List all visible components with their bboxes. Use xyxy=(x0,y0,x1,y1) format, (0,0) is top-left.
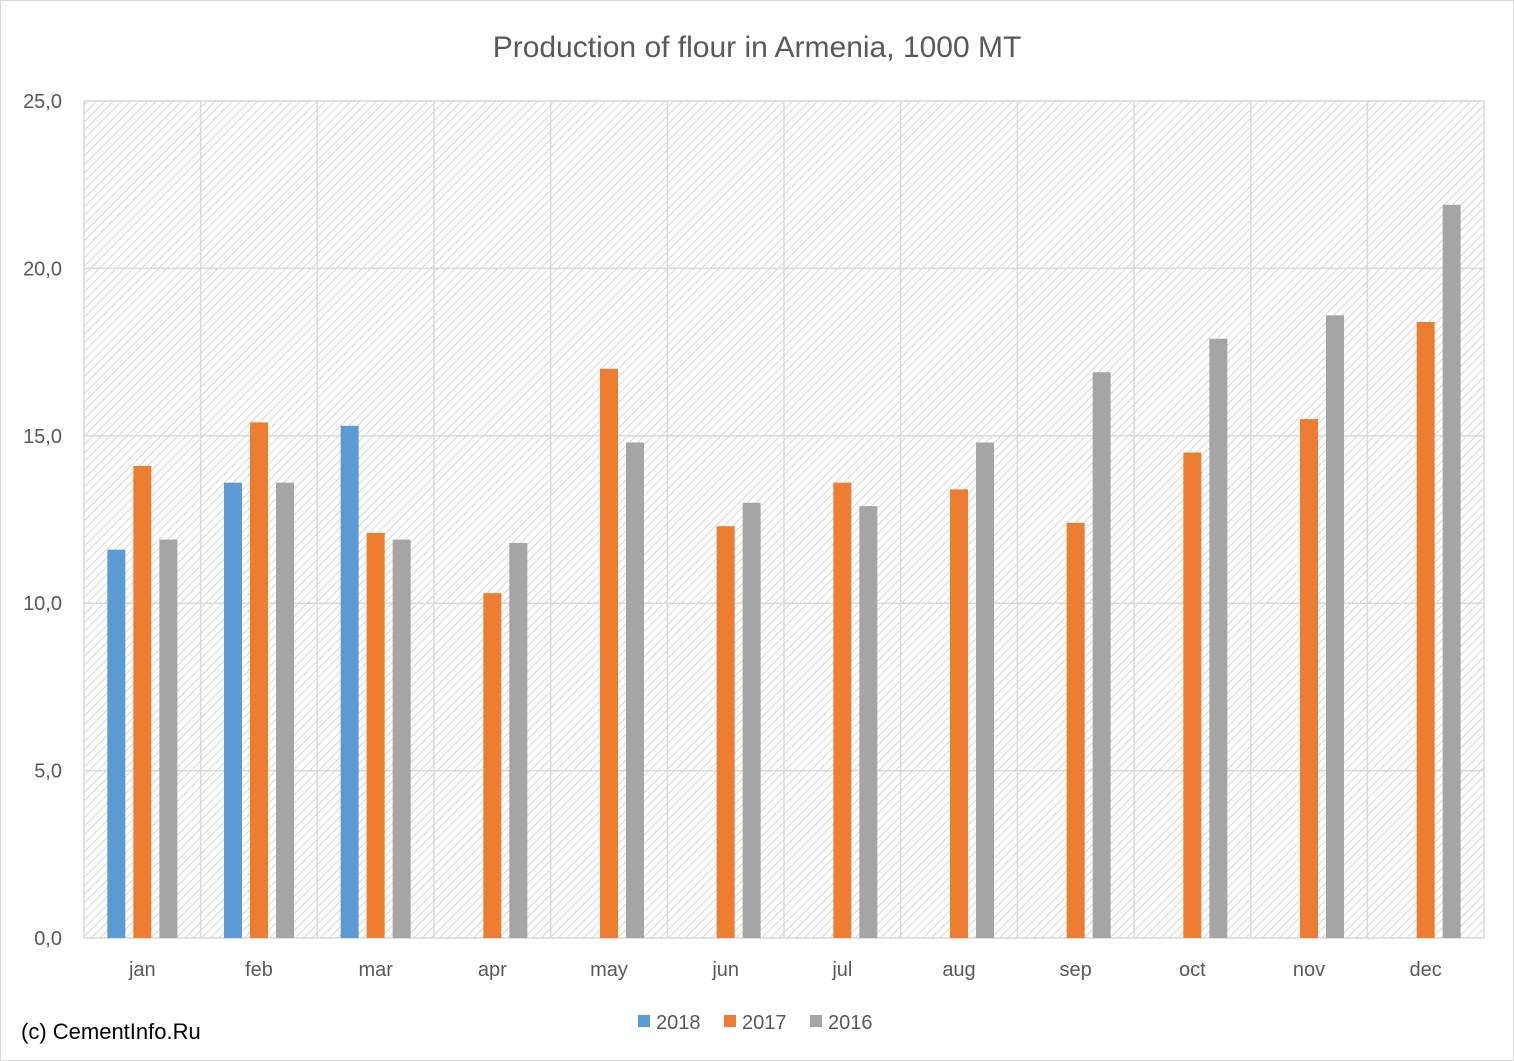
bar-2018-feb xyxy=(224,482,242,938)
bar-2016-oct xyxy=(1209,338,1228,938)
copyright-text: (c) CementInfo.Ru xyxy=(21,1019,201,1044)
x-axis: jan feb mar apr may jun jul aug sep oct nov dec xyxy=(128,959,1442,981)
bar-2016-jun xyxy=(742,502,761,938)
bar-2017-oct xyxy=(1183,452,1202,938)
bar-2017-dec xyxy=(1416,321,1435,938)
bar-2017-jun xyxy=(716,526,735,938)
bar-2017-feb xyxy=(250,422,268,939)
bar-2016-aug xyxy=(976,442,994,938)
y-tick-label: 10,0 xyxy=(23,593,62,615)
legend-swatch-2018 xyxy=(638,1015,650,1027)
x-tick-label: sep xyxy=(1060,959,1092,981)
bar-2017-may xyxy=(600,368,618,939)
bar-2017-jul xyxy=(833,482,852,938)
y-tick-label: 15,0 xyxy=(23,426,62,448)
x-tick-label: feb xyxy=(245,959,273,981)
x-tick-label: apr xyxy=(478,959,507,981)
y-tick-label: 20,0 xyxy=(23,258,62,280)
grid-lines xyxy=(83,100,1485,939)
y-axis: 0,0 5,0 10,0 15,0 20,0 25,0 xyxy=(23,91,62,950)
bar-2017-sep xyxy=(1066,522,1085,938)
bar-2017-aug xyxy=(950,489,968,938)
bar-2017-nov xyxy=(1300,419,1318,938)
bar-2016-sep xyxy=(1092,372,1111,938)
legend-label-2016: 2016 xyxy=(828,1012,873,1034)
x-tick-label: dec xyxy=(1410,959,1442,981)
legend: 2018 2017 2016 xyxy=(638,1012,873,1034)
y-tick-label: 5,0 xyxy=(34,761,62,783)
x-tick-label: jan xyxy=(128,959,156,981)
bar-2017-apr xyxy=(483,593,502,938)
x-tick-label: oct xyxy=(1179,959,1206,981)
bar-2016-dec xyxy=(1442,204,1461,939)
bar-2016-jan xyxy=(159,539,178,938)
bar-2017-jan xyxy=(133,465,152,938)
legend-swatch-2016 xyxy=(810,1015,822,1027)
x-tick-label: mar xyxy=(358,959,393,981)
x-tick-label: may xyxy=(590,959,628,981)
bar-2016-nov xyxy=(1326,315,1344,939)
bar-2016-apr xyxy=(509,542,528,938)
bar-2016-jul xyxy=(859,506,878,938)
x-tick-label: aug xyxy=(942,959,975,981)
bar-2017-mar xyxy=(366,532,385,938)
legend-label-2017: 2017 xyxy=(742,1012,787,1034)
y-tick-label: 25,0 xyxy=(23,91,62,113)
x-tick-label: jul xyxy=(831,959,852,981)
bar-2016-mar xyxy=(392,539,411,938)
bar-2016-may xyxy=(626,442,644,938)
chart-title: Production of flour in Armenia, 1000 MT xyxy=(493,31,1022,64)
y-tick-label: 0,0 xyxy=(34,928,62,950)
x-tick-label: nov xyxy=(1293,959,1325,981)
bars xyxy=(107,204,1461,939)
legend-label-2018: 2018 xyxy=(656,1012,701,1034)
bar-2018-jan xyxy=(107,549,126,938)
legend-swatch-2017 xyxy=(724,1015,736,1027)
bar-2018-mar xyxy=(340,425,359,939)
bar-2016-feb xyxy=(276,482,294,938)
x-tick-label: jun xyxy=(711,959,739,981)
